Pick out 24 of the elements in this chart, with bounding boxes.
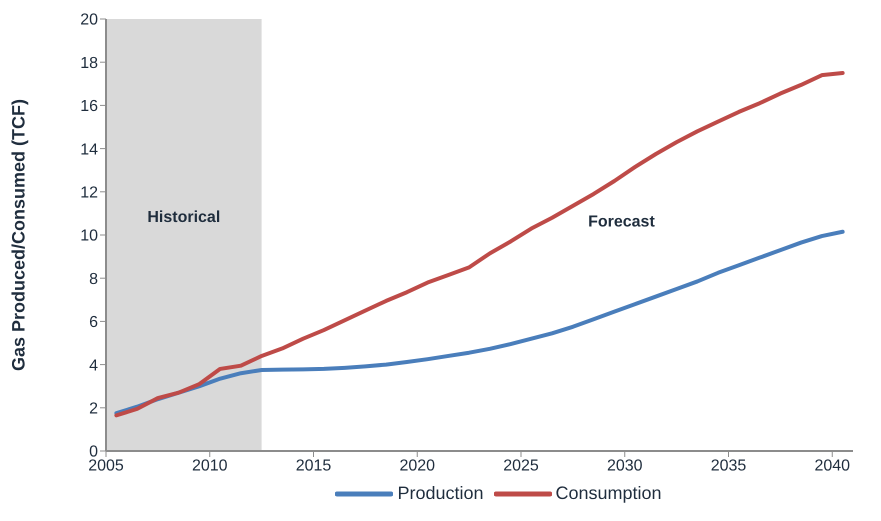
x-tick-label: 2040 — [814, 457, 850, 474]
line-series — [114, 71, 845, 418]
y-tick-label: 16 — [80, 98, 98, 116]
y-tick-label: 8 — [89, 270, 98, 288]
legend-label: Production — [397, 483, 484, 504]
y-tick-label: 18 — [80, 54, 98, 72]
x-tick-label: 2010 — [192, 457, 228, 474]
y-tick-label: 12 — [80, 184, 98, 202]
y-tick-label: 14 — [80, 141, 98, 158]
band-label: Historical — [147, 209, 220, 226]
x-tick-label: 2030 — [606, 457, 643, 474]
x-tick-label: 2020 — [399, 457, 436, 474]
x-tick-label: 2015 — [296, 457, 332, 474]
x-tick-label: 2035 — [710, 457, 746, 474]
legend-label: Consumption — [556, 483, 662, 504]
x-tick-label: 2005 — [88, 457, 124, 474]
y-tick-label: 2 — [89, 400, 98, 418]
y-tick-label: 10 — [80, 228, 98, 245]
y-tick-label: 20 — [80, 12, 98, 29]
y-tick-label: 6 — [89, 314, 98, 332]
x-tick-label: 2025 — [503, 457, 539, 474]
annotation: Forecast — [588, 213, 656, 230]
y-tick-label: 4 — [89, 357, 98, 374]
y-axis-title: Gas Produced/Consumed (TCF) — [8, 98, 28, 372]
